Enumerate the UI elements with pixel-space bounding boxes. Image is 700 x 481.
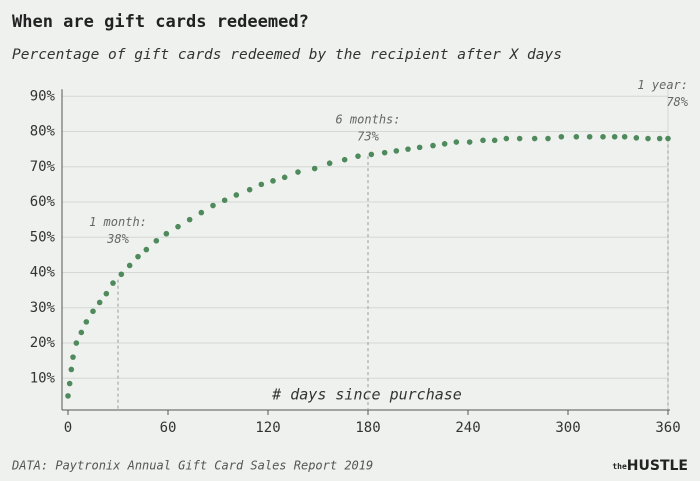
data-point <box>78 329 85 336</box>
source: DATA: Paytronix Annual Gift Card Sales R… <box>11 459 373 473</box>
data-point <box>198 209 205 216</box>
data-point <box>90 308 96 315</box>
data-point <box>295 169 301 175</box>
y-tick-label: 10% <box>30 370 56 386</box>
data-point <box>453 139 460 145</box>
data-point <box>656 135 663 142</box>
annotation-label: 1 year: <box>637 78 688 92</box>
x-tick-label: 360 <box>655 420 680 436</box>
data-point <box>73 340 80 346</box>
data-point <box>586 133 593 140</box>
data-point <box>66 380 73 387</box>
data-point <box>381 149 388 156</box>
data-point <box>233 192 240 198</box>
y-tick-label: 70% <box>30 159 56 175</box>
data-point <box>441 141 448 147</box>
data-point <box>118 271 125 278</box>
logo-text: HUSTLE <box>627 458 688 474</box>
x-tick-label: 240 <box>455 420 480 436</box>
x-axis-label: # days since purchase <box>271 386 462 404</box>
data-point <box>258 181 265 188</box>
data-point <box>175 223 181 230</box>
y-tick-label: 30% <box>30 300 56 316</box>
y-tick-label: 50% <box>30 229 56 245</box>
x-tick-label: 60 <box>160 420 177 436</box>
data-point <box>516 135 523 142</box>
data-point <box>126 262 133 269</box>
data-point <box>466 139 473 145</box>
data-point <box>110 280 116 286</box>
y-tick-label: 40% <box>30 265 56 281</box>
x-tick-label: 120 <box>255 420 280 436</box>
data-point <box>611 133 618 140</box>
data-point <box>621 133 628 140</box>
data-point <box>341 156 348 163</box>
annotation-label: 1 month: <box>89 215 147 229</box>
data-point <box>326 160 333 167</box>
data-point <box>83 319 90 325</box>
data-point <box>163 230 170 237</box>
y-tick-label: 20% <box>30 335 56 351</box>
data-point <box>416 144 423 151</box>
data-point <box>355 153 361 159</box>
annotation-value: 38% <box>106 232 129 246</box>
y-tick-label: 90% <box>30 88 56 104</box>
data-point <box>480 137 486 144</box>
data-point <box>103 290 110 297</box>
x-tick-label: 300 <box>555 420 580 436</box>
data-point <box>68 366 75 373</box>
logo: theHUSTLE <box>612 458 688 474</box>
data-point <box>645 135 651 142</box>
data-point <box>96 299 103 306</box>
data-point <box>531 135 538 142</box>
data-point <box>633 135 640 141</box>
data-point <box>210 202 216 209</box>
data-point <box>311 165 318 172</box>
chart-title: When are gift cards redeemed? <box>12 12 309 32</box>
data-point <box>135 253 141 260</box>
data-point <box>153 237 160 244</box>
annotation-value: 78% <box>666 95 688 109</box>
annotation-value: 73% <box>357 130 379 144</box>
data-point <box>393 148 400 154</box>
annotation-label: 6 months: <box>335 113 400 127</box>
data-point <box>503 135 510 142</box>
data-point <box>368 151 375 158</box>
data-point <box>558 133 565 140</box>
data-point <box>270 178 276 184</box>
data-point <box>65 393 71 399</box>
data-point <box>430 142 436 149</box>
logo-prefix: the <box>612 462 627 471</box>
data-point <box>143 246 150 253</box>
x-tick-label: 180 <box>355 420 380 436</box>
data-point <box>491 137 498 144</box>
data-point <box>70 354 76 360</box>
data-point <box>600 133 606 140</box>
data-point <box>246 186 253 193</box>
data-point <box>281 174 288 181</box>
x-tick-label: 0 <box>64 420 72 436</box>
chart-subtitle: Percentage of gift cards redeemed by the… <box>12 47 562 63</box>
y-tick-label: 60% <box>30 194 56 210</box>
data-point <box>405 146 411 152</box>
data-point <box>665 135 671 142</box>
data-point <box>573 133 580 140</box>
data-point <box>221 197 228 204</box>
data-point <box>545 135 551 142</box>
y-tick-label: 80% <box>30 124 56 140</box>
data-point <box>186 216 193 223</box>
